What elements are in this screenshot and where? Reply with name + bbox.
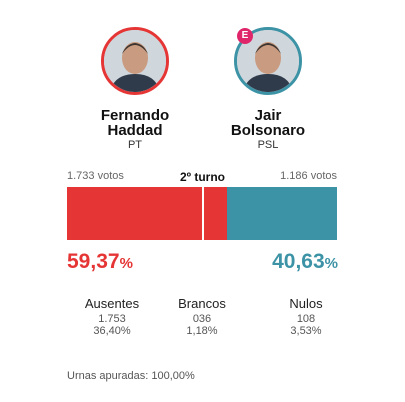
stat-count: 108 [296, 313, 316, 325]
share-label: 40,63% [272, 250, 338, 273]
stat-percent: 3,53% [290, 325, 322, 337]
stat-label: Ausentes [84, 296, 140, 311]
round-label: 2º turno [179, 170, 226, 184]
stat-block: Brancos 036 1,18% [152, 296, 252, 337]
candidate-name: Jair [254, 107, 282, 124]
vote-count: 1.733 votos [67, 170, 124, 182]
photo-silhouette [104, 30, 166, 92]
midpoint-marker [202, 187, 204, 240]
elected-badge: E [237, 28, 253, 44]
bar-segment [67, 187, 228, 240]
vote-count: 1.186 votos [280, 170, 337, 182]
candidate-party: PSL [257, 139, 279, 151]
share-label: 59,37% [67, 250, 133, 273]
candidate-name: Haddad [107, 122, 163, 139]
candidate-name: Fernando [100, 107, 170, 124]
candidate-party: PT [127, 139, 143, 151]
footer: Urnas apuradas: 100,00% [67, 370, 195, 382]
candidate-photo [101, 27, 169, 95]
result-bar [67, 187, 337, 240]
stat-percent: 1,18% [186, 325, 218, 337]
stat-count: 1.753 [98, 313, 126, 325]
stat-label: Nulos [289, 296, 323, 311]
bar-segment [227, 187, 337, 240]
stat-label: Brancos [178, 296, 226, 311]
stat-block: Nulos 108 3,53% [256, 296, 356, 337]
stat-count: 036 [192, 313, 212, 325]
candidate-name: Bolsonaro [230, 122, 306, 139]
stat-percent: 36,40% [93, 325, 131, 337]
stat-block: Ausentes 1.753 36,40% [62, 296, 162, 337]
